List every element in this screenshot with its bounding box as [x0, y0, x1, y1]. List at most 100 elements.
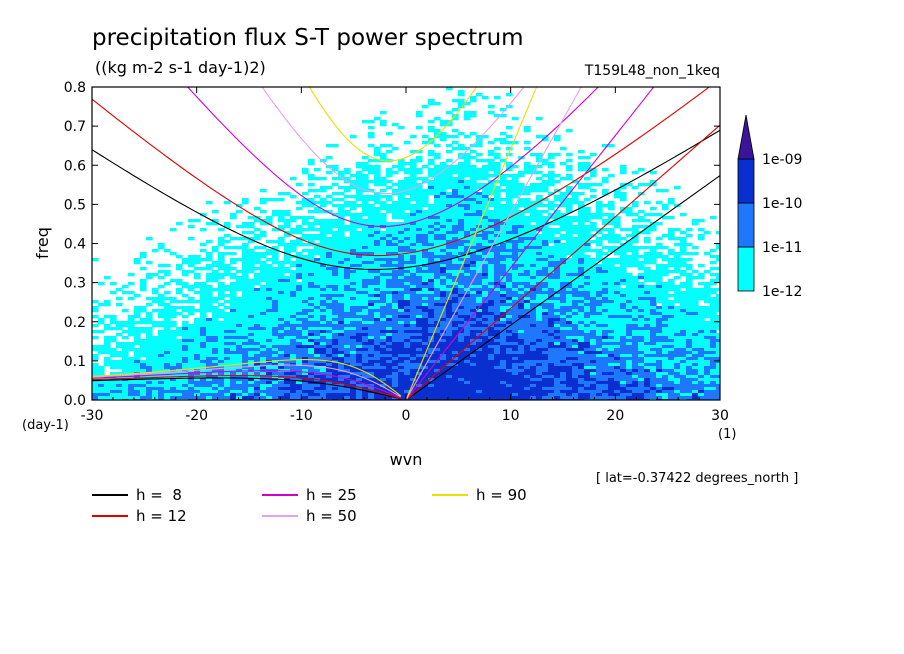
heatmap-cell — [482, 318, 489, 322]
heatmap-cell — [608, 207, 615, 211]
heatmap-cell — [524, 246, 531, 250]
heatmap-cell — [500, 210, 507, 214]
heatmap-cell — [440, 228, 447, 232]
heatmap-cell — [308, 279, 315, 283]
heatmap-cell — [554, 255, 561, 259]
heatmap-cell — [560, 264, 567, 268]
heatmap-cell — [134, 312, 141, 316]
heatmap-cell — [242, 273, 249, 277]
heatmap-cell — [428, 162, 435, 166]
heatmap-cell — [566, 225, 573, 229]
heatmap-cell — [440, 180, 447, 184]
heatmap-cell — [428, 138, 435, 142]
heatmap-cell — [542, 240, 549, 244]
heatmap-cell — [494, 348, 501, 352]
heatmap-cell — [272, 270, 279, 274]
heatmap-cell — [332, 288, 339, 292]
heatmap-cell — [626, 234, 633, 238]
heatmap-cell — [704, 330, 711, 334]
heatmap-cell — [716, 345, 720, 349]
heatmap-cell — [482, 297, 489, 301]
heatmap-cell — [470, 231, 477, 235]
heatmap-cell — [602, 306, 609, 310]
heatmap-cell — [662, 255, 669, 259]
heatmap-cell — [680, 348, 687, 352]
heatmap-cell — [614, 345, 621, 349]
heatmap-cell — [332, 165, 339, 169]
heatmap-cell — [530, 309, 537, 313]
heatmap-cell — [362, 351, 369, 355]
heatmap-cell — [542, 198, 549, 202]
heatmap-cell — [272, 330, 279, 334]
heatmap-cell — [428, 252, 435, 256]
heatmap-cell — [200, 309, 207, 313]
heatmap-cell — [278, 219, 285, 223]
heatmap-cell — [278, 210, 285, 214]
heatmap-cell — [488, 351, 495, 355]
heatmap-cell — [266, 330, 273, 334]
heatmap-cell — [362, 324, 369, 328]
heatmap-cell — [536, 159, 543, 163]
heatmap-cell — [536, 255, 543, 259]
heatmap-cell — [452, 225, 459, 229]
heatmap-cell — [482, 243, 489, 247]
heatmap-cell — [518, 339, 525, 343]
heatmap-cell — [602, 321, 609, 325]
heatmap-cell — [584, 162, 591, 166]
heatmap-cell — [422, 321, 429, 325]
heatmap-cell — [464, 147, 471, 151]
heatmap-cell — [326, 210, 333, 214]
heatmap-cell — [632, 201, 639, 205]
heatmap-cell — [356, 342, 363, 346]
heatmap-cell — [164, 324, 171, 328]
heatmap-cell — [440, 198, 447, 202]
heatmap-cell — [398, 258, 405, 262]
heatmap-cell — [224, 312, 231, 316]
heatmap-cell — [338, 345, 345, 349]
heatmap-cell — [206, 279, 213, 283]
heatmap-cell — [482, 321, 489, 325]
heatmap-cell — [512, 186, 519, 190]
heatmap-cell — [296, 228, 303, 232]
heatmap-cell — [398, 213, 405, 217]
heatmap-cell — [548, 324, 555, 328]
heatmap-cell — [140, 279, 147, 283]
heatmap-cell — [314, 345, 321, 349]
heatmap-cell — [488, 333, 495, 337]
heatmap-cell — [524, 357, 531, 361]
heatmap-cell — [452, 231, 459, 235]
heatmap-cell — [416, 333, 423, 337]
heatmap-cell — [464, 189, 471, 193]
heatmap-cell — [98, 303, 105, 307]
heatmap-cell — [116, 321, 123, 325]
heatmap-cell — [608, 240, 615, 244]
heatmap-cell — [104, 348, 111, 352]
heatmap-cell — [278, 228, 285, 232]
heatmap-cell — [314, 168, 321, 172]
heatmap-cell — [512, 192, 519, 196]
heatmap-cell — [452, 303, 459, 307]
heatmap-cell — [686, 345, 693, 349]
heatmap-cell — [386, 345, 393, 349]
heatmap-cell — [362, 174, 369, 178]
heatmap-cell — [698, 294, 705, 298]
heatmap-cell — [680, 321, 687, 325]
heatmap-cell — [452, 201, 459, 205]
heatmap-cell — [542, 279, 549, 283]
heatmap-cell — [224, 348, 231, 352]
heatmap-cell — [626, 228, 633, 232]
heatmap-cell — [248, 225, 255, 229]
heatmap-cell — [608, 204, 615, 208]
heatmap-cell — [434, 222, 441, 226]
heatmap-cell — [536, 228, 543, 232]
heatmap-cell — [494, 207, 501, 211]
heatmap-cell — [260, 312, 267, 316]
heatmap-cell — [614, 357, 621, 361]
heatmap-cell — [434, 336, 441, 340]
heatmap-cell — [560, 273, 567, 277]
heatmap-cell — [104, 315, 111, 319]
heatmap-cell — [644, 339, 651, 343]
heatmap-cell — [338, 279, 345, 283]
heatmap-cell — [506, 330, 513, 334]
heatmap-cell — [644, 252, 651, 256]
